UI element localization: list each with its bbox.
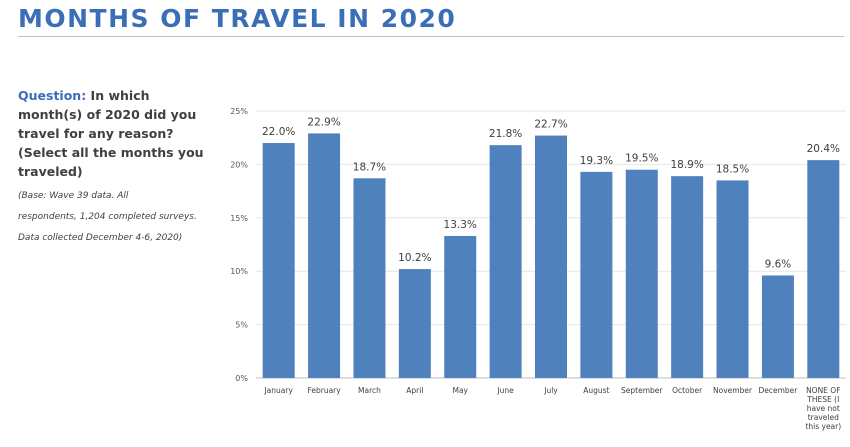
data-label: 18.5% (716, 163, 749, 175)
data-label: 10.2% (398, 252, 431, 264)
data-label: 13.3% (444, 219, 477, 231)
x-tick-label: have not (807, 404, 840, 413)
x-tick-label: June (496, 386, 514, 395)
x-tick-label: March (358, 386, 381, 395)
data-label: 22.7% (534, 119, 567, 131)
question-label: Question: (18, 88, 87, 103)
data-label: 18.9% (670, 159, 703, 171)
x-tick-label: September (621, 386, 663, 395)
x-tick-label: traveled (808, 413, 839, 422)
data-label: 22.9% (307, 116, 340, 128)
x-tick-label: February (307, 386, 341, 395)
bar (262, 143, 295, 378)
bar (444, 235, 477, 378)
bar (489, 145, 522, 378)
x-tick-label: this year) (805, 422, 841, 431)
bar (308, 133, 341, 378)
x-tick-label: April (406, 386, 423, 395)
x-tick-label: December (758, 386, 798, 395)
title-divider (18, 36, 844, 37)
x-tick-label: October (672, 386, 703, 395)
bar (580, 171, 613, 378)
x-tick-label: NONE OF (806, 386, 840, 395)
data-label: 18.7% (353, 161, 386, 173)
bar (398, 269, 431, 378)
y-tick-label: 0% (235, 374, 248, 383)
y-tick-label: 10% (230, 267, 248, 276)
data-label: 19.5% (625, 153, 658, 165)
bar (807, 160, 840, 378)
bar (716, 180, 749, 378)
data-label: 9.6% (765, 258, 792, 270)
y-tick-label: 5% (235, 321, 248, 330)
base-note-line: respondents, 1,204 completed surveys. (18, 212, 197, 222)
data-label: 22.0% (262, 126, 295, 138)
x-tick-label: November (713, 386, 753, 395)
question-text: Question: In which month(s) of 2020 did … (18, 86, 218, 181)
data-label: 20.4% (807, 143, 840, 155)
y-tick-label: 25% (230, 107, 248, 116)
x-tick-label: July (543, 386, 558, 395)
question-body: In which month(s) of 2020 did you travel… (18, 88, 204, 179)
bar (625, 169, 658, 378)
y-tick-label: 20% (230, 160, 248, 169)
y-tick-label: 15% (230, 214, 248, 223)
bar (535, 135, 567, 378)
x-tick-label: January (263, 386, 293, 395)
base-note-line: Data collected December 4-6, 2020) (18, 233, 183, 243)
page-title: MONTHS OF TRAVEL IN 2020 (18, 4, 457, 33)
data-label: 21.8% (489, 128, 522, 140)
bar (761, 275, 794, 378)
base-note: (Base: Wave 39 data. All respondents, 1,… (18, 186, 218, 249)
x-tick-label: August (583, 386, 609, 395)
x-tick-label: May (452, 386, 468, 395)
base-note-line: (Base: Wave 39 data. All (18, 191, 129, 201)
bar (353, 178, 386, 378)
data-label: 19.3% (580, 155, 613, 167)
bar (671, 176, 704, 378)
x-tick-label: THESE (I (806, 395, 839, 404)
